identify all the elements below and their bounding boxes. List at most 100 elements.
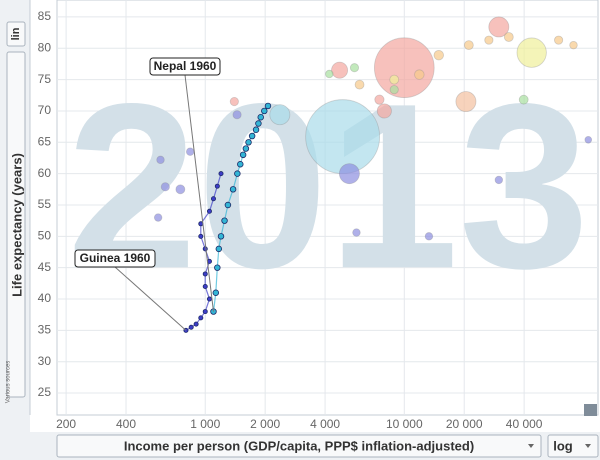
trail-point (221, 217, 228, 224)
dropdown-arrow (585, 444, 591, 448)
x-scale-dropdown[interactable] (547, 434, 599, 458)
bubble (424, 232, 434, 241)
bubble (433, 49, 444, 61)
bubble (389, 85, 399, 95)
annotation-pointer (184, 74, 214, 312)
trail-point (215, 245, 223, 253)
y-tick-label: 35 (38, 323, 52, 337)
y-tick-label: 60 (38, 166, 52, 180)
y-tick-label: 85 (38, 9, 52, 23)
y-scale-button[interactable] (6, 21, 26, 47)
bubble (374, 37, 435, 98)
trail-point (245, 139, 252, 146)
trail-point (234, 170, 241, 177)
trail-point (257, 114, 264, 121)
y-scale-label[interactable]: lin (10, 27, 22, 40)
bubble (516, 37, 547, 68)
x-indicator-dropdown[interactable] (56, 434, 542, 458)
trail-point (202, 246, 208, 252)
bubble (488, 16, 510, 38)
x-tick-label: 20 000 (446, 417, 483, 431)
bubble (354, 79, 365, 90)
bubble (185, 147, 195, 156)
trail-point (206, 296, 212, 302)
y-tick-label: 30 (38, 354, 52, 368)
bubble (156, 155, 165, 165)
annotation-pointer (114, 266, 187, 331)
bubble (338, 163, 360, 185)
trail-point (188, 324, 194, 330)
trail-point (202, 271, 208, 277)
y-tick-label: 45 (38, 260, 52, 274)
trail-point (218, 171, 224, 177)
trail-point (239, 151, 247, 159)
trail-point (224, 201, 232, 209)
grid: 25 30 35 40 45 50 55 60 65 70 75 80 85 200 400 1 000 2 0… (38, 0, 599, 431)
bubble (374, 94, 385, 105)
trail-point (214, 264, 221, 271)
trail-point (217, 233, 225, 240)
trail-point (237, 161, 244, 168)
annotation-box (149, 57, 221, 76)
trail-point (206, 208, 212, 214)
marks (153, 16, 593, 333)
annotations: Nepal 1960 Guinea 1960 (74, 57, 221, 331)
trail-point (255, 120, 262, 127)
bubble (229, 96, 239, 107)
trail-point (261, 107, 268, 115)
trail-point (202, 309, 208, 315)
trail-point (248, 132, 256, 140)
trail-point (229, 186, 237, 193)
expand-button[interactable] (584, 404, 597, 416)
bubble (232, 110, 242, 120)
trail-line (185, 173, 222, 331)
bubble (305, 99, 381, 175)
dropdown-arrow (528, 444, 534, 448)
y-tick-label: 50 (38, 229, 52, 243)
bubble (518, 94, 529, 105)
bubble (331, 61, 349, 79)
x-tick-label: 40 000 (506, 417, 543, 431)
y-axis-label[interactable]: Life expectancy (years) (9, 153, 24, 297)
annotation-label: Nepal 1960 (154, 59, 217, 73)
x-axis-label[interactable]: Income per person (GDP/capita, PPP$ infl… (124, 438, 474, 453)
bubble (484, 35, 494, 45)
bubble (569, 40, 578, 50)
bubble (352, 228, 361, 237)
x-tick-label: 10 000 (386, 417, 423, 431)
plot-area (56, 0, 599, 416)
y-tick-label: 75 (38, 72, 52, 86)
y-tick-label: 65 (38, 134, 52, 148)
bubble (503, 32, 514, 42)
bubble (463, 40, 474, 51)
x-tick-label: 2 000 (250, 417, 280, 431)
y-indicator-button[interactable] (6, 51, 26, 398)
x-tick-label: 400 (116, 417, 136, 431)
trail-point (198, 315, 204, 321)
bubble (584, 136, 593, 144)
annotation-box (74, 249, 156, 268)
bubble (389, 74, 400, 85)
x-tick-label: 1 000 (190, 417, 220, 431)
x-tick-label: 4 000 (310, 417, 340, 431)
y-tick-label: 25 (38, 385, 52, 399)
annotation-label: Guinea 1960 (80, 251, 151, 265)
trail-point (264, 102, 272, 110)
bubble (153, 213, 163, 222)
bubble (349, 63, 360, 73)
source-label[interactable]: Various sources (6, 361, 12, 404)
bubble (455, 91, 477, 112)
y-tick-label: 40 (38, 291, 52, 305)
trail-point (212, 289, 220, 296)
bubble (325, 69, 334, 79)
trail-point (214, 183, 220, 189)
watermark: 2013 (67, 54, 590, 317)
bubble (554, 35, 564, 45)
x-tick-label: 200 (56, 417, 76, 431)
trail-point (193, 321, 199, 327)
bubble (175, 184, 186, 195)
x-scale-label[interactable]: log (553, 438, 573, 453)
trail-point (198, 233, 204, 239)
